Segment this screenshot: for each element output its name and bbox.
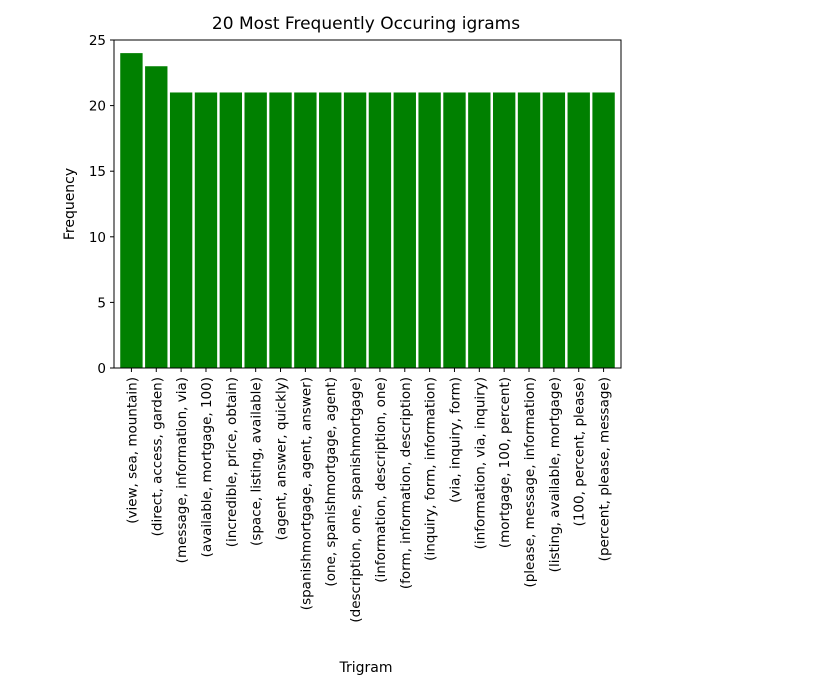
x-tick-label: (inquiry, form, information): [423, 377, 439, 561]
y-tick-label: 20: [89, 99, 106, 115]
bar: [120, 53, 143, 369]
bar: [194, 92, 218, 368]
y-tick-label: 25: [89, 33, 106, 49]
x-tick-label: (information, via, inquiry): [472, 377, 488, 549]
bar: [269, 92, 292, 368]
bar: [567, 92, 590, 368]
y-tick-label: 10: [89, 230, 106, 246]
x-tick-label: (available, mortgage, 100): [199, 377, 215, 557]
x-tick-label: (form, information, description): [398, 377, 414, 589]
x-tick-label: (one, spanishmortgage, agent): [323, 377, 339, 587]
bar: [468, 92, 491, 368]
x-tick-label: (direct, access, garden): [149, 377, 165, 536]
bar: [393, 92, 416, 368]
bar: [542, 92, 566, 368]
x-tick-label: (message, information, via): [174, 377, 190, 563]
y-tick-label: 5: [97, 295, 106, 311]
bar: [368, 92, 392, 368]
x-tick-label: (mortgage, 100, percent): [497, 377, 513, 548]
bar: [219, 92, 243, 368]
x-tick-label: (view, sea, mountain): [124, 377, 140, 524]
x-tick-label: (agent, answer, quickly): [274, 377, 290, 540]
x-tick-label: (please, message, information): [522, 377, 538, 588]
bar: [343, 92, 367, 368]
x-tick-label: (space, listing, available): [249, 377, 265, 546]
y-axis-ticks: 0 5 10 15 20 25: [89, 33, 114, 377]
x-tick-label: (spanishmortgage, agent, answer): [298, 377, 314, 610]
x-axis-label: Trigram: [339, 660, 393, 676]
bar: [244, 92, 267, 368]
x-tick-label: (information, description, one): [373, 377, 389, 583]
y-tick-label: 15: [89, 164, 106, 180]
x-tick-label: (description, one, spanishmortgage): [348, 377, 364, 623]
bars-group: [120, 53, 615, 369]
plot-frame: [113, 39, 622, 369]
bar: [145, 66, 168, 369]
x-axis-ticks: (view, sea, mountain) (direct, access, ga…: [124, 368, 613, 623]
x-tick-label: (listing, available, mortgage): [547, 377, 563, 572]
x-tick-label: (100, percent, please): [572, 377, 588, 526]
y-tick-label: 0: [97, 361, 106, 377]
bar: [294, 92, 317, 368]
bar: [492, 92, 516, 368]
bar: [169, 92, 193, 368]
x-tick-label: (percent, please, message): [597, 377, 613, 561]
bar: [418, 92, 441, 368]
y-axis-label: Frequency: [62, 168, 78, 240]
bar: [443, 92, 466, 368]
bar: [517, 92, 541, 368]
chart-title: 20 Most Frequently Occuring igrams: [212, 14, 520, 34]
bar: [592, 92, 615, 368]
bar: [319, 92, 342, 368]
x-tick-label: (incredible, price, obtain): [224, 377, 240, 547]
x-tick-label: (via, inquiry, form): [447, 377, 463, 503]
